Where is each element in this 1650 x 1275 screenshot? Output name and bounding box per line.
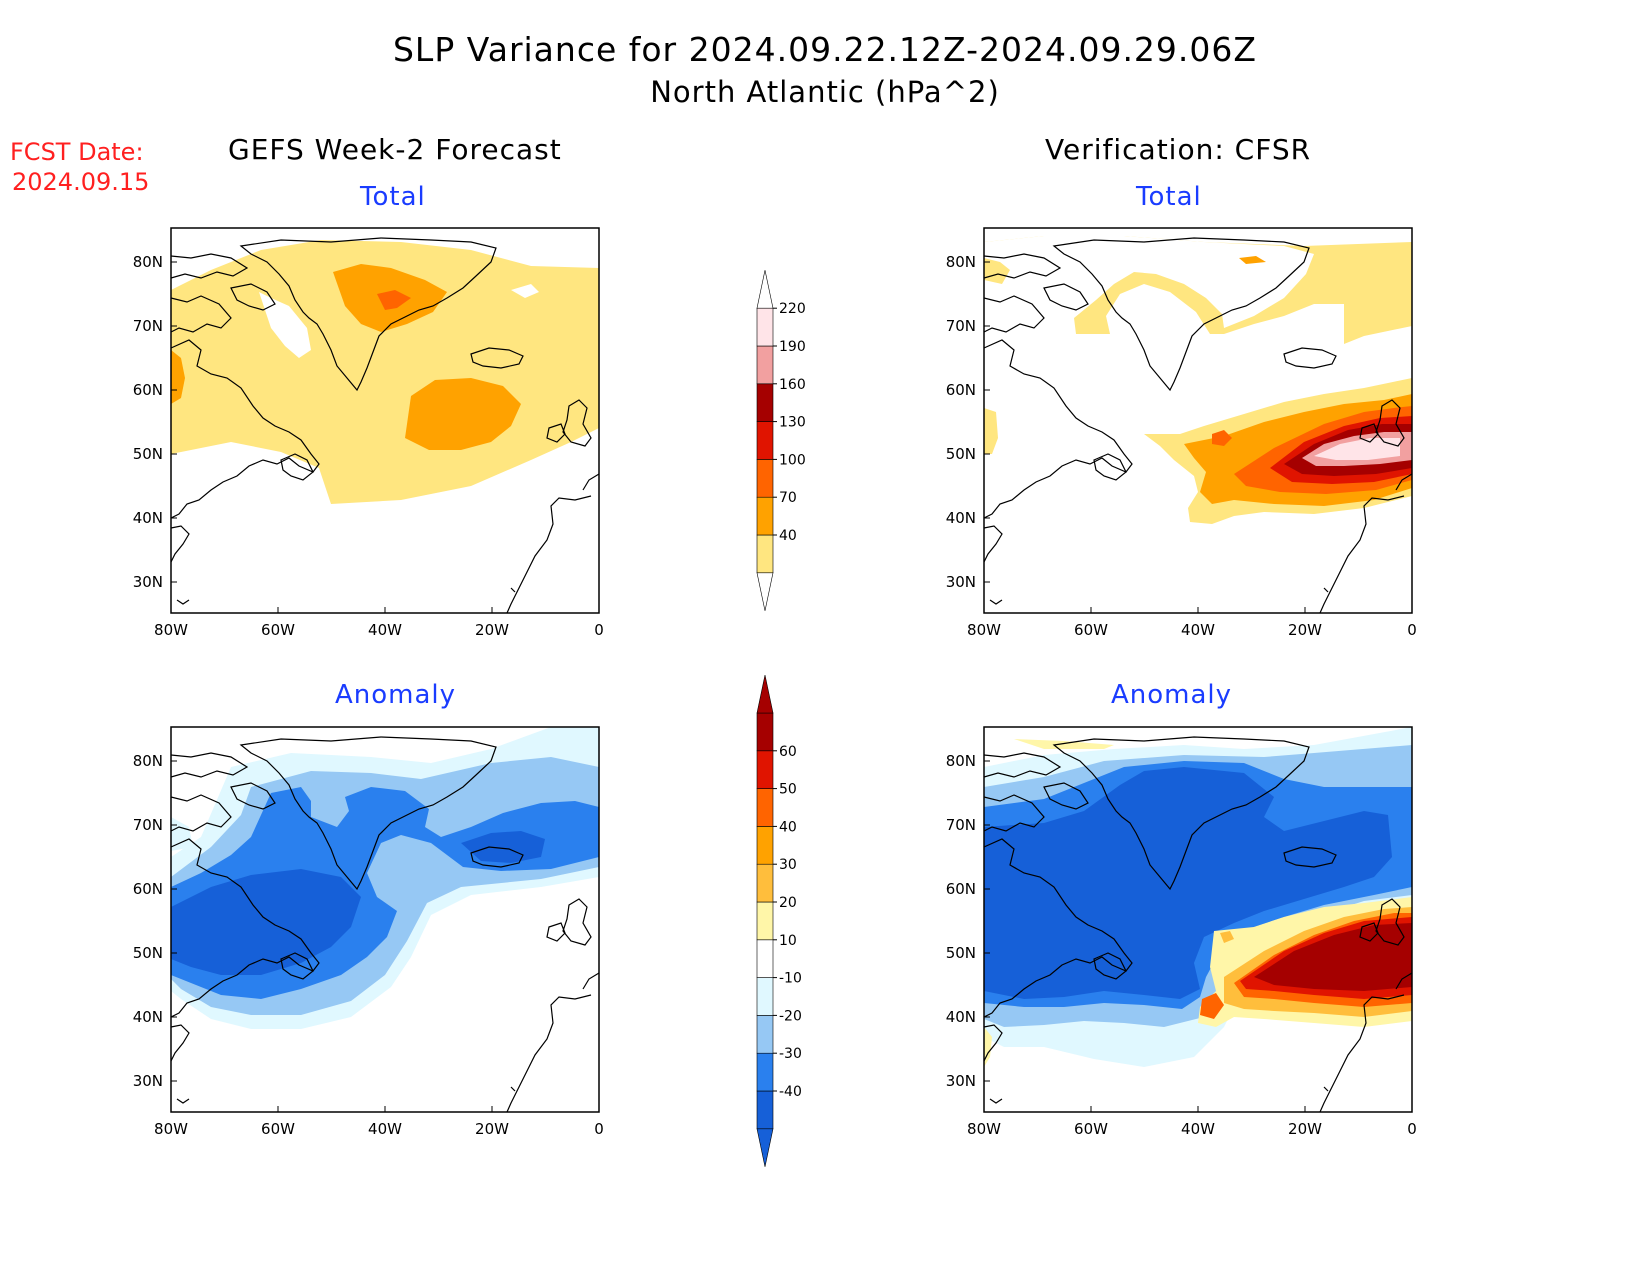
anomaly-colorbar-tick-label: 20: [779, 895, 797, 911]
lon-tick-label: 60W: [1074, 621, 1108, 639]
lon-tick-label: 20W: [475, 621, 509, 639]
left-total-subtitle: Total: [360, 182, 426, 212]
fcst-date-value: 2024.09.15: [12, 168, 150, 196]
lon-tick-label: 40W: [368, 1120, 402, 1138]
anomaly-colorbar-segment: [756, 750, 774, 789]
lon-tick-label: 60W: [261, 1120, 295, 1138]
lat-tick-label: 80N: [133, 752, 163, 770]
anomaly-colorbar-top-arrow: [756, 674, 774, 714]
lon-tick-label: 60W: [1074, 1120, 1108, 1138]
lat-tick-label: 50N: [946, 445, 976, 463]
lat-tick-label: 30N: [946, 573, 976, 591]
panel-cfsr-anomaly: [983, 726, 1413, 1113]
lat-tick-label: 40N: [133, 509, 163, 527]
anomaly-colorbar-segment: [756, 901, 774, 941]
total-colorbar-segment: [756, 345, 774, 385]
anomaly-colorbar-tick-label: 10: [779, 933, 797, 949]
lat-tick-label: 80N: [133, 253, 163, 271]
anomaly-colorbar-segment: [756, 1015, 774, 1054]
lat-tick-label: 80N: [946, 752, 976, 770]
anomaly-colorbar-segment: [756, 863, 774, 903]
left-anomaly-subtitle: Anomaly: [335, 680, 457, 710]
lon-tick-label: 0: [1407, 621, 1417, 639]
lon-tick-label: 40W: [1181, 621, 1215, 639]
anomaly-colorbar-segment: [756, 1090, 774, 1130]
lat-tick-label: 70N: [133, 816, 163, 834]
left-column-header: GEFS Week-2 Forecast: [228, 133, 562, 166]
anomaly-colorbar-bottom-arrow: [756, 1128, 774, 1167]
anomaly-colorbar-tick-label: 30: [779, 857, 797, 873]
lat-tick-label: 60N: [133, 381, 163, 399]
anomaly-colorbar-segment: [756, 712, 774, 752]
anomaly-colorbar-tick-label: -40: [779, 1084, 802, 1100]
right-anomaly-subtitle: Anomaly: [1111, 680, 1233, 710]
total-colorbar-segment: [756, 421, 774, 460]
panel-gefs-anomaly: [170, 726, 600, 1113]
total-colorbar-segment: [756, 383, 774, 422]
total-colorbar-segment: [756, 307, 774, 347]
lon-tick-label: 20W: [475, 1120, 509, 1138]
lon-tick-label: 0: [594, 621, 604, 639]
lon-tick-label: 60W: [261, 621, 295, 639]
lat-tick-label: 40N: [946, 509, 976, 527]
lat-tick-label: 70N: [133, 317, 163, 335]
anomaly-colorbar-tick-label: -30: [779, 1046, 802, 1062]
anomaly-colorbar-segment: [756, 788, 774, 827]
lon-tick-label: 40W: [1181, 1120, 1215, 1138]
total-colorbar-tick-label: 130: [779, 415, 806, 431]
lat-tick-label: 40N: [946, 1008, 976, 1026]
lat-tick-label: 50N: [133, 445, 163, 463]
lat-tick-label: 40N: [133, 1008, 163, 1026]
lat-tick-label: 50N: [946, 944, 976, 962]
total-colorbar-tick-label: 70: [779, 490, 797, 506]
lat-tick-label: 30N: [946, 1072, 976, 1090]
right-column-header: Verification: CFSR: [1045, 133, 1312, 166]
panel-cfsr-total: [983, 227, 1413, 614]
total-colorbar-tick-label: 220: [779, 301, 806, 317]
lat-tick-label: 30N: [133, 573, 163, 591]
total-colorbar-segment: [756, 496, 774, 536]
lon-tick-label: 0: [1407, 1120, 1417, 1138]
anomaly-colorbar-tick-label: 40: [779, 819, 797, 835]
lat-tick-label: 70N: [946, 317, 976, 335]
total-colorbar-tick-label: 160: [779, 377, 806, 393]
lon-tick-label: 40W: [368, 621, 402, 639]
total-colorbar-segment: [756, 534, 774, 574]
total-colorbar-top-arrow: [756, 270, 774, 309]
total-colorbar-tick-label: 190: [779, 339, 806, 355]
lat-tick-label: 30N: [133, 1072, 163, 1090]
lat-tick-label: 50N: [133, 944, 163, 962]
lon-tick-label: 0: [594, 1120, 604, 1138]
lat-tick-label: 60N: [946, 381, 976, 399]
lon-tick-label: 80W: [154, 621, 188, 639]
lat-tick-label: 60N: [133, 880, 163, 898]
lat-tick-label: 60N: [946, 880, 976, 898]
lon-tick-label: 80W: [154, 1120, 188, 1138]
map-title: SLP Variance for 2024.09.22.12Z-2024.09.…: [392, 30, 1258, 69]
anomaly-colorbar-tick-label: 50: [779, 782, 797, 798]
lon-tick-label: 20W: [1288, 621, 1322, 639]
anomaly-colorbar-segment: [756, 977, 774, 1016]
total-colorbar-tick-label: 40: [779, 528, 797, 544]
lon-tick-label: 80W: [967, 1120, 1001, 1138]
fcst-date-label: FCST Date:: [10, 138, 144, 166]
total-colorbar-segment: [756, 459, 774, 498]
panel-gefs-total: [170, 227, 600, 614]
anomaly-colorbar-segment: [756, 939, 774, 978]
anomaly-colorbar-segment: [756, 826, 774, 865]
lat-tick-label: 70N: [946, 816, 976, 834]
anomaly-colorbar-tick-label: -10: [779, 971, 802, 987]
anomaly-colorbar-tick-label: -20: [779, 1008, 802, 1024]
lat-tick-label: 80N: [946, 253, 976, 271]
map-subtitle: North Atlantic (hPa^2): [650, 75, 1000, 109]
lon-tick-label: 80W: [967, 621, 1001, 639]
total-colorbar-tick-label: 100: [779, 452, 806, 468]
right-total-subtitle: Total: [1136, 182, 1202, 212]
lon-tick-label: 20W: [1288, 1120, 1322, 1138]
anomaly-colorbar-tick-label: 60: [779, 744, 797, 760]
anomaly-colorbar-segment: [756, 1052, 774, 1092]
total-colorbar-bottom-arrow: [756, 572, 774, 611]
